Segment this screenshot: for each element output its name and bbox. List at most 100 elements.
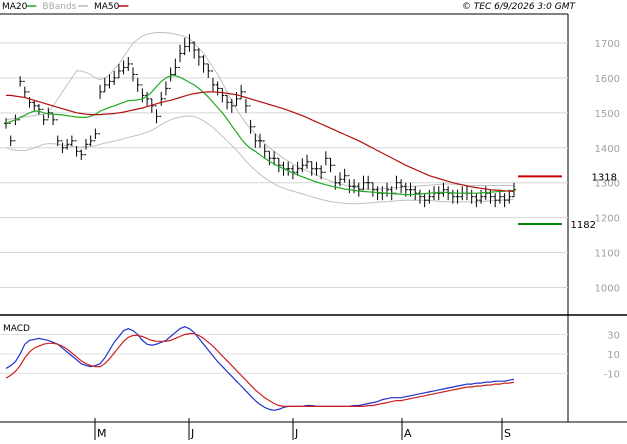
price-bar bbox=[182, 37, 187, 56]
price-bar bbox=[65, 139, 70, 150]
price-bar bbox=[356, 182, 361, 197]
y-tick-label: 1400 bbox=[595, 144, 620, 155]
price-bar bbox=[206, 63, 211, 78]
macd-y-tick-label: -10 bbox=[604, 369, 620, 380]
marker-label: 1182 bbox=[571, 220, 596, 231]
legend-label: MA20 bbox=[2, 2, 28, 12]
y-tick-label: 1000 bbox=[595, 284, 620, 295]
price-bar bbox=[295, 161, 300, 176]
signal-line bbox=[5, 333, 515, 407]
price-bar bbox=[196, 48, 201, 66]
price-bar bbox=[286, 161, 291, 176]
ma20-line bbox=[5, 75, 515, 196]
price-bar bbox=[455, 189, 460, 204]
price-bar bbox=[258, 133, 262, 148]
macd-title: MACD bbox=[3, 324, 30, 334]
bb-lower-line bbox=[5, 115, 515, 205]
price-bar bbox=[262, 140, 267, 159]
price-bar bbox=[93, 128, 98, 142]
price-bar bbox=[394, 175, 399, 194]
price-bar bbox=[88, 135, 93, 147]
price-bar bbox=[314, 161, 319, 176]
price-bar bbox=[276, 157, 281, 173]
price-bar bbox=[366, 175, 371, 190]
price-bar bbox=[300, 158, 305, 173]
macd-gridlines bbox=[0, 334, 568, 374]
price-bar bbox=[79, 149, 84, 161]
price-bar bbox=[342, 168, 347, 183]
price-bar bbox=[121, 60, 126, 75]
price-bar bbox=[145, 91, 150, 106]
price-bar bbox=[323, 151, 328, 173]
price-bar bbox=[474, 193, 479, 208]
price-bars bbox=[4, 34, 516, 208]
y-tick-label: 1100 bbox=[595, 249, 620, 260]
price-bar bbox=[32, 100, 37, 112]
price-bar bbox=[46, 107, 51, 121]
macd-y-tick-label: 30 bbox=[607, 331, 620, 342]
price-bar bbox=[441, 182, 446, 197]
price-bar bbox=[225, 94, 230, 110]
price-bar bbox=[51, 112, 56, 126]
price-bar bbox=[512, 182, 516, 198]
price-bar bbox=[220, 87, 225, 103]
x-tick-label: J bbox=[190, 427, 194, 440]
price-bar bbox=[253, 126, 258, 148]
price-bar bbox=[309, 161, 314, 176]
price-bar bbox=[98, 84, 103, 135]
price-bar bbox=[417, 189, 422, 204]
price-bar bbox=[319, 165, 324, 180]
moving-averages bbox=[5, 75, 515, 196]
price-bar bbox=[116, 63, 121, 79]
price-bar bbox=[229, 98, 234, 113]
price-bar bbox=[337, 172, 342, 187]
price-bar bbox=[69, 135, 74, 147]
price-bar bbox=[385, 182, 389, 197]
price-bar bbox=[479, 189, 484, 204]
price-bar bbox=[60, 140, 65, 154]
marker-label: 1318 bbox=[592, 172, 617, 183]
macd-y-ticks: 30 10 -10 bbox=[604, 331, 620, 381]
price-bar bbox=[192, 41, 197, 59]
price-bar bbox=[272, 151, 277, 166]
price-bar bbox=[41, 108, 46, 126]
macd-line bbox=[5, 326, 515, 411]
price-bar bbox=[112, 70, 117, 85]
price-bar bbox=[215, 81, 220, 96]
y-tick-label: 1200 bbox=[595, 214, 620, 225]
macd-lines bbox=[5, 326, 515, 411]
price-bar bbox=[18, 76, 23, 121]
price-bar bbox=[135, 73, 140, 92]
price-bar bbox=[267, 150, 272, 166]
price-bar bbox=[74, 140, 79, 157]
price-bar bbox=[210, 70, 215, 92]
price-bar bbox=[36, 104, 41, 115]
price-bar bbox=[168, 67, 173, 89]
price-bar bbox=[243, 91, 248, 113]
price-bar bbox=[248, 105, 253, 134]
price-bar bbox=[422, 193, 427, 208]
price-bar bbox=[305, 154, 310, 169]
price-bar bbox=[107, 74, 112, 89]
price-bar bbox=[290, 165, 295, 180]
price-bar bbox=[173, 58, 178, 77]
y-tick-label: 1300 bbox=[595, 179, 620, 190]
macd-y-tick-label: 10 bbox=[607, 350, 620, 361]
legend: MA20 BBands MA50 bbox=[2, 2, 129, 12]
price-bar bbox=[493, 193, 498, 208]
y-tick-label: 1600 bbox=[595, 74, 620, 85]
price-bar bbox=[187, 34, 192, 52]
price-bar bbox=[328, 157, 333, 173]
ma50-line bbox=[6, 91, 515, 193]
price-bar bbox=[427, 189, 432, 204]
source-text: © TEC 6/9/2026 3:0 GMT bbox=[462, 2, 577, 12]
legend-label: BBands bbox=[42, 2, 76, 12]
price-bar bbox=[55, 119, 60, 147]
price-markers: 1318 1182 bbox=[518, 172, 617, 231]
price-y-ticks: 1700 1600 1500 1400 1300 1200 1100 1000 bbox=[595, 39, 620, 295]
price-bar bbox=[370, 182, 375, 197]
y-tick-label: 1700 bbox=[595, 39, 620, 50]
